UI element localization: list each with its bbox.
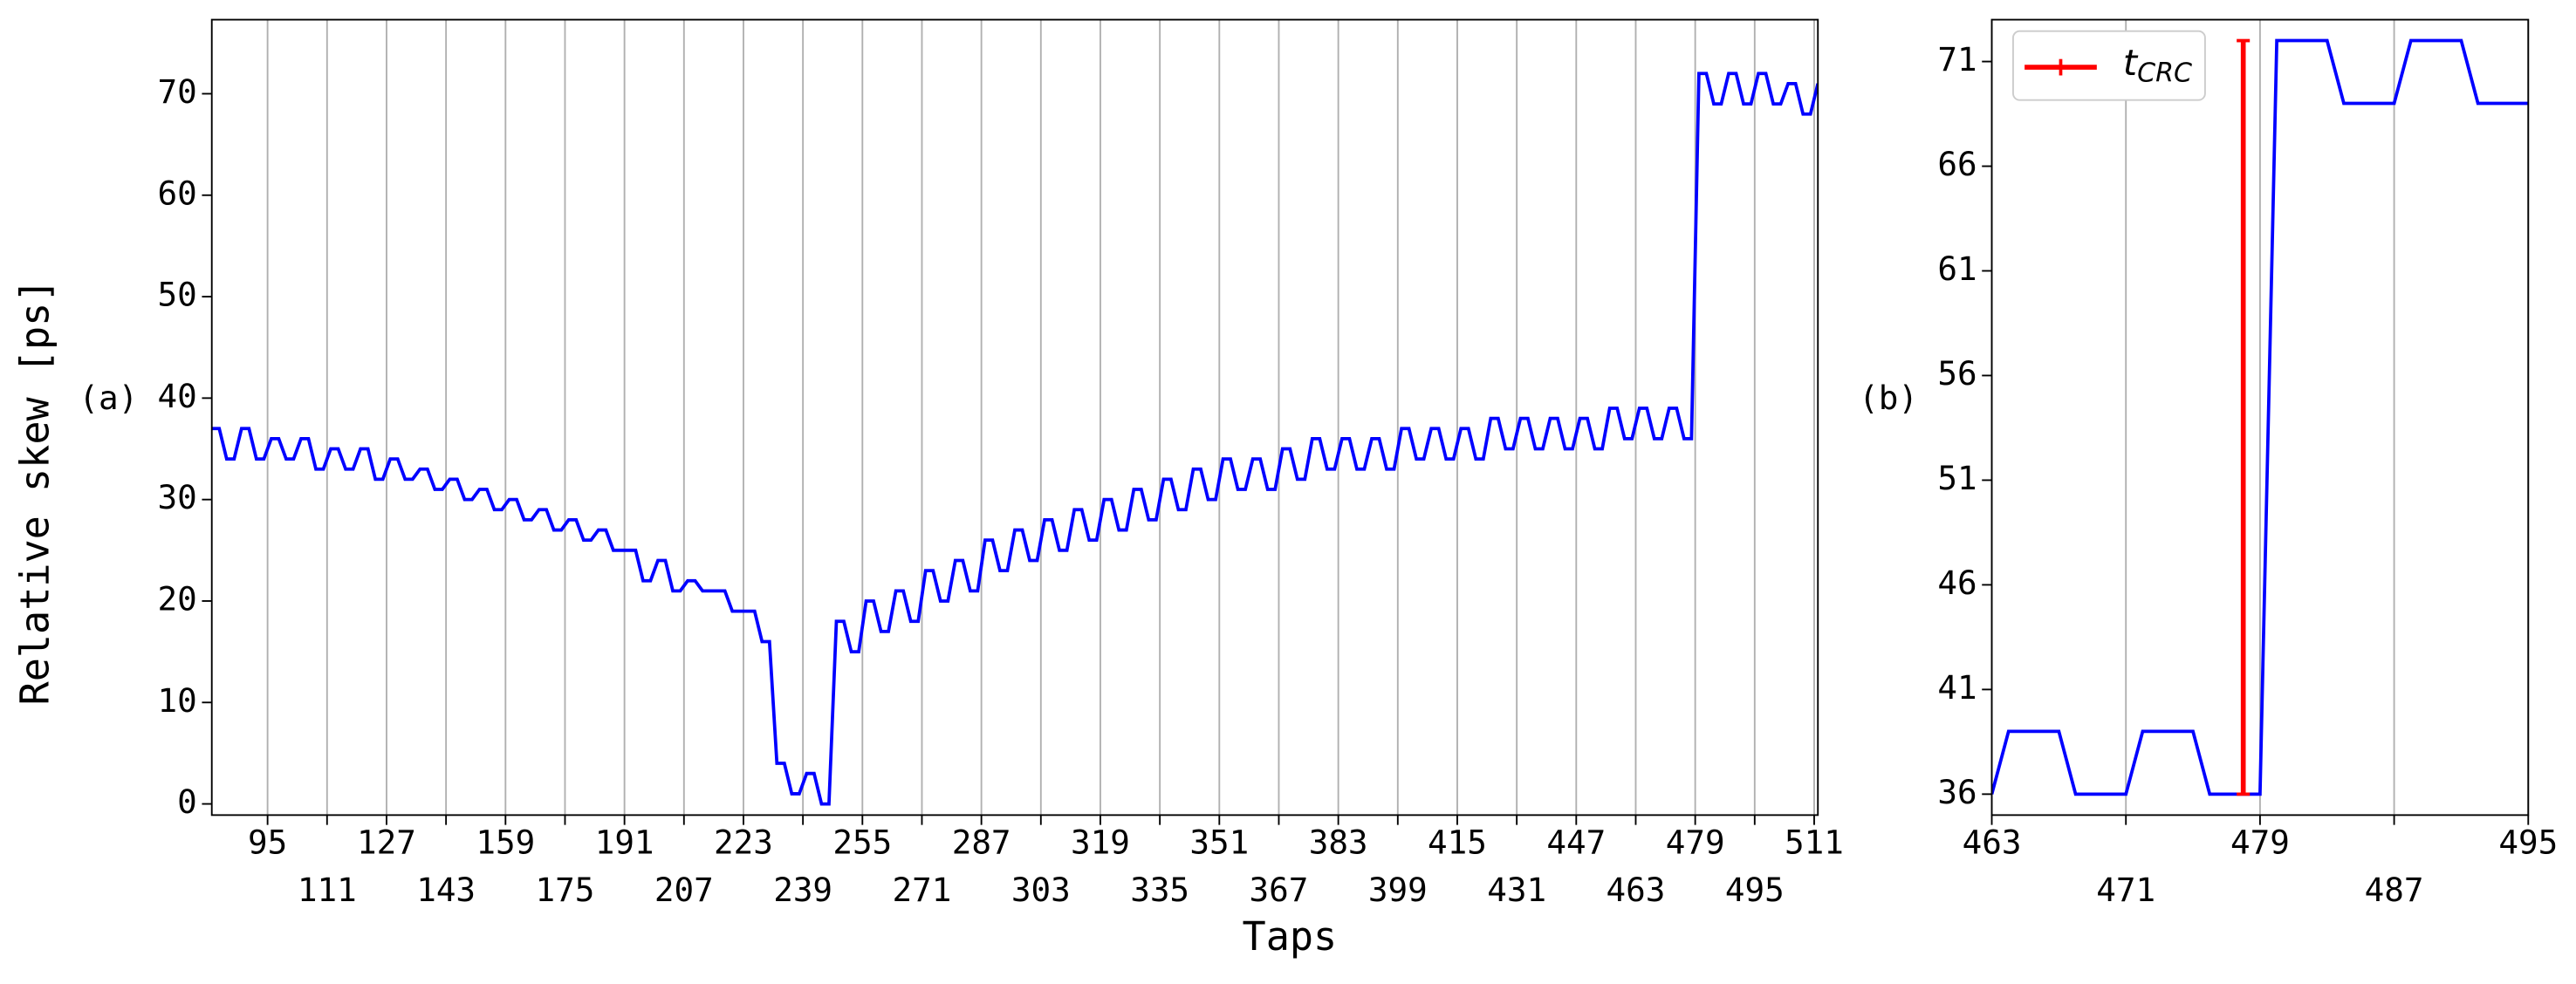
legend-label: tCRC [2123, 42, 2192, 88]
x-tick-label: 383 [1309, 823, 1368, 862]
y-tick-label: 41 [1937, 668, 1977, 707]
plot-frame [210, 18, 1819, 817]
y-tick-label: 50 [158, 276, 197, 314]
x-tick-label: 471 [2096, 871, 2155, 909]
x-tick-label: 127 [357, 823, 416, 862]
x-tick-label: 287 [952, 823, 1011, 862]
panel-label: (b) [1859, 379, 1918, 417]
y-tick-label: 46 [1937, 564, 1977, 602]
x-tick-label: 303 [1011, 871, 1071, 909]
plot-frame [1990, 18, 2530, 817]
x-tick-label: 399 [1368, 871, 1428, 909]
y-axis-label: Relative skew [ps] [11, 279, 58, 706]
x-tick-label: 415 [1428, 823, 1487, 862]
x-tick-label: 447 [1546, 823, 1606, 862]
data-line [211, 72, 1819, 806]
x-tick-label: 271 [893, 871, 952, 909]
x-tick-label: 143 [416, 871, 476, 909]
panel-label: (a) [79, 379, 138, 417]
x-tick-label: 95 [248, 823, 287, 862]
x-tick-label: 175 [536, 871, 595, 909]
x-tick-label: 239 [773, 871, 832, 909]
x-tick-label: 431 [1487, 871, 1546, 909]
x-tick-label: 367 [1250, 871, 1309, 909]
y-tick-label: 61 [1937, 249, 1977, 288]
x-tick-label: 111 [298, 871, 357, 909]
y-tick-label: 30 [158, 478, 197, 516]
legend-box [2012, 30, 2206, 101]
x-tick-label: 511 [1785, 823, 1844, 862]
y-tick-label: 56 [1937, 354, 1977, 393]
y-tick-label: 36 [1937, 773, 1977, 811]
data-line [1991, 38, 2529, 796]
y-tick-label: 20 [158, 579, 197, 618]
legend: tCRC [2012, 30, 2206, 101]
legend-label-main: t [2123, 42, 2139, 84]
x-tick-label: 463 [1963, 823, 2022, 862]
y-tick-label: 0 [177, 782, 197, 821]
y-tick-label: 71 [1937, 40, 1977, 79]
x-tick-label: 207 [654, 871, 714, 909]
x-tick-label: 495 [1725, 871, 1785, 909]
x-tick-label: 255 [832, 823, 892, 862]
x-tick-label: 487 [2365, 871, 2424, 909]
y-tick-label: 40 [158, 377, 197, 415]
x-tick-label: 335 [1130, 871, 1189, 909]
x-tick-label: 495 [2498, 823, 2558, 862]
x-tick-label: 159 [476, 823, 535, 862]
x-tick-label: 319 [1071, 823, 1130, 862]
y-tick-label: 70 [158, 72, 197, 111]
x-tick-label: 223 [714, 823, 773, 862]
x-tick-label: 479 [2230, 823, 2290, 862]
x-axis-label: Taps [1243, 913, 1338, 960]
x-tick-label: 463 [1607, 871, 1666, 909]
x-tick-label: 351 [1189, 823, 1249, 862]
y-tick-label: 51 [1937, 459, 1977, 497]
y-tick-label: 66 [1937, 145, 1977, 183]
y-tick-label: 10 [158, 681, 197, 720]
x-tick-label: 479 [1666, 823, 1725, 862]
y-tick-label: 60 [158, 174, 197, 212]
x-tick-label: 191 [595, 823, 654, 862]
legend-label-subscript: CRC [2137, 58, 2192, 88]
error-bar [2237, 38, 2251, 796]
